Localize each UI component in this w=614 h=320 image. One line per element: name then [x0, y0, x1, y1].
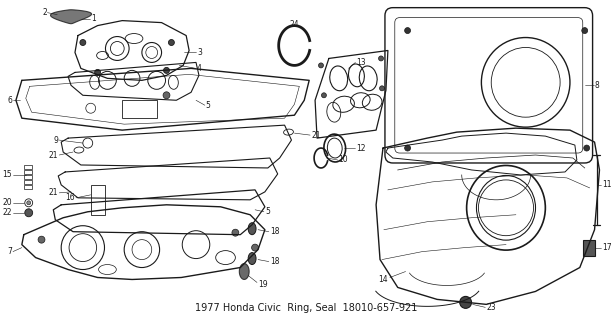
Bar: [24, 180, 32, 184]
Circle shape: [460, 296, 472, 308]
Text: 1: 1: [91, 14, 95, 23]
Text: 13: 13: [356, 58, 366, 67]
Text: 22: 22: [2, 208, 12, 217]
Text: 5: 5: [206, 101, 211, 110]
Circle shape: [27, 201, 31, 205]
Text: 18: 18: [270, 257, 279, 266]
Text: 15: 15: [2, 171, 12, 180]
Ellipse shape: [248, 252, 256, 265]
Bar: [583, 240, 594, 256]
Text: 8: 8: [594, 81, 599, 90]
Bar: [24, 170, 32, 174]
Circle shape: [252, 244, 258, 251]
Bar: [24, 185, 32, 189]
Text: 21: 21: [49, 188, 58, 197]
Circle shape: [95, 69, 101, 76]
Text: 18: 18: [270, 227, 279, 236]
Circle shape: [319, 63, 324, 68]
Circle shape: [168, 40, 174, 45]
Bar: [24, 165, 32, 169]
Circle shape: [163, 92, 170, 99]
Text: 20: 20: [2, 198, 12, 207]
Circle shape: [163, 68, 169, 73]
Text: 1977 Honda Civic  Ring, Seal  18010-657-921: 1977 Honda Civic Ring, Seal 18010-657-92…: [195, 303, 418, 313]
Circle shape: [405, 28, 411, 34]
Text: 2: 2: [42, 8, 47, 17]
Text: 17: 17: [602, 243, 612, 252]
Text: 9: 9: [53, 136, 58, 145]
Polygon shape: [239, 264, 249, 279]
Text: 6: 6: [7, 96, 12, 105]
Text: 14: 14: [378, 275, 388, 284]
Circle shape: [379, 86, 384, 91]
Bar: [122, 100, 157, 118]
Text: 11: 11: [602, 180, 612, 189]
Bar: [24, 175, 32, 179]
Circle shape: [232, 229, 239, 236]
Text: 4: 4: [197, 64, 202, 73]
Circle shape: [25, 209, 33, 217]
Text: 7: 7: [7, 247, 12, 256]
Circle shape: [584, 145, 589, 151]
Text: 21: 21: [49, 150, 58, 160]
Circle shape: [405, 145, 411, 151]
Circle shape: [38, 236, 45, 243]
Circle shape: [581, 28, 588, 34]
Text: 19: 19: [258, 280, 268, 289]
Text: 10: 10: [339, 156, 348, 164]
Text: 12: 12: [356, 144, 366, 153]
Text: 24: 24: [290, 20, 299, 28]
Circle shape: [322, 93, 327, 98]
Polygon shape: [50, 10, 91, 24]
Text: 3: 3: [197, 48, 202, 57]
Text: 5: 5: [265, 207, 270, 216]
Bar: [91, 185, 106, 215]
Text: 16: 16: [65, 193, 75, 202]
Ellipse shape: [248, 223, 256, 235]
Circle shape: [80, 40, 86, 45]
Circle shape: [379, 56, 384, 61]
Text: 23: 23: [486, 303, 496, 312]
Text: 21: 21: [311, 131, 321, 140]
